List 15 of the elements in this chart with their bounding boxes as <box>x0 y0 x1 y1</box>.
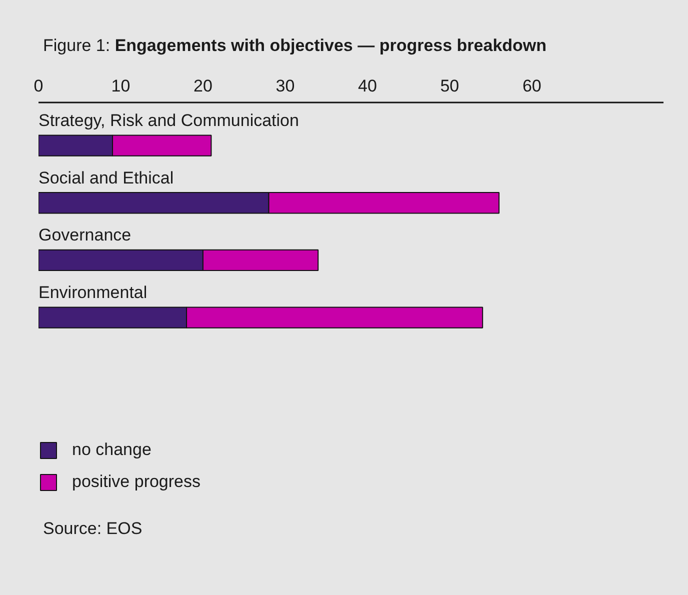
x-tick-label: 30 <box>276 76 295 96</box>
legend-label: positive progress <box>72 472 201 492</box>
y-tick-label: Strategy, Risk and Communication <box>38 111 299 130</box>
source-note: Source: EOS <box>43 518 142 540</box>
x-tick-label: 10 <box>111 76 130 96</box>
x-tick-label: 60 <box>522 76 542 96</box>
x-tick-label: 40 <box>358 76 377 96</box>
y-tick-label: Social and Ethical <box>38 168 174 188</box>
y-tick-label: Governance <box>38 226 132 245</box>
chart-title: Figure 1: Engagements with objectives — progress breakdown <box>43 35 547 56</box>
y-tick-label: Environmental <box>38 283 148 302</box>
x-tick-label: 50 <box>440 76 460 96</box>
x-tick-label: 0 <box>34 76 44 96</box>
legend-label: no change <box>72 440 152 460</box>
x-tick-label: 20 <box>194 76 212 96</box>
